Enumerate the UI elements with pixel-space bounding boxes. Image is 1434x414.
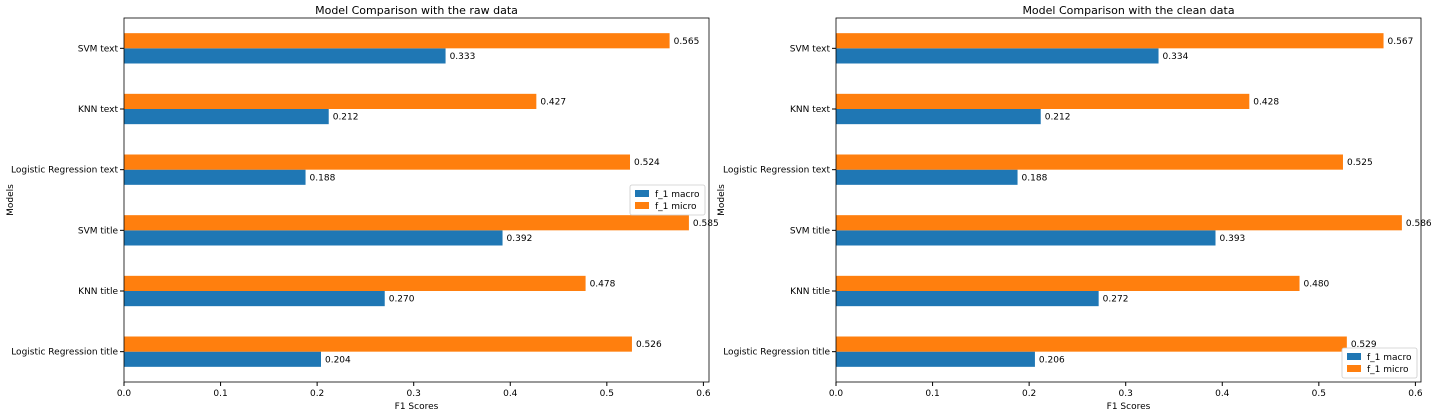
legend-label: f_1 macro — [655, 190, 700, 200]
chart-title: Model Comparison with the raw data — [315, 4, 518, 17]
data-label-micro-5: 0.567 — [1388, 37, 1414, 47]
x-tick-label: 0.1 — [213, 389, 227, 399]
bar-macro-1 — [836, 291, 1099, 307]
x-tick-label: 0.3 — [407, 389, 421, 399]
x-tick-label: 0.2 — [310, 389, 324, 399]
y-tick-label: SVM title — [790, 226, 831, 236]
bar-macro-0 — [836, 351, 1035, 367]
legend-swatch — [635, 190, 649, 197]
y-tick-label: KNN title — [78, 287, 118, 297]
bar-macro-5 — [124, 48, 446, 64]
bar-micro-0 — [836, 336, 1347, 352]
data-label-micro-0: 0.526 — [636, 340, 662, 350]
x-tick-label: 0.2 — [1022, 389, 1036, 399]
chart-panel-1: 0.204 0.526 Logistic Regression title 0.270… — [6, 4, 719, 412]
x-tick-label: 0.1 — [925, 389, 939, 399]
bar-macro-2 — [836, 230, 1216, 246]
bar-micro-2 — [836, 215, 1402, 231]
x-axis-label: F1 Scores — [395, 402, 439, 412]
data-label-macro-2: 0.392 — [507, 234, 533, 244]
bar-macro-4 — [124, 109, 329, 125]
bar-micro-1 — [836, 275, 1300, 291]
legend-label: f_1 macro — [1367, 353, 1412, 363]
bar-macro-2 — [124, 230, 503, 246]
legend-swatch — [635, 202, 649, 209]
y-axis-label: Models — [6, 184, 16, 216]
x-tick-label: 0.3 — [1119, 389, 1133, 399]
data-label-micro-3: 0.525 — [1347, 158, 1373, 168]
chart-panel-2: 0.206 0.529 Logistic Regression title 0.272… — [717, 4, 1432, 412]
x-tick-label: 0.6 — [696, 389, 711, 399]
axes-frame — [835, 17, 1422, 383]
bar-micro-4 — [836, 93, 1250, 109]
data-label-micro-0: 0.529 — [1351, 340, 1377, 350]
bar-micro-2 — [124, 215, 689, 231]
data-label-micro-5: 0.565 — [674, 37, 700, 47]
y-tick-label: Logistic Regression text — [723, 166, 830, 176]
bar-micro-4 — [124, 93, 537, 109]
data-label-micro-3: 0.524 — [634, 158, 660, 168]
bar-macro-4 — [836, 109, 1041, 125]
legend: f_1 macro f_1 micro — [1341, 347, 1418, 379]
x-tick-label: 0.6 — [1408, 389, 1423, 399]
data-label-macro-5: 0.333 — [450, 52, 476, 62]
y-tick-label: Logistic Regression title — [11, 348, 118, 358]
x-tick-label: 0.4 — [1215, 389, 1230, 399]
bar-micro-5 — [124, 33, 670, 49]
bar-micro-1 — [124, 275, 586, 291]
data-label-macro-3: 0.188 — [1022, 173, 1048, 183]
bar-macro-3 — [124, 169, 306, 185]
y-tick-label: KNN text — [78, 105, 118, 115]
bar-macro-5 — [836, 48, 1159, 64]
legend: f_1 macro f_1 micro — [629, 184, 706, 216]
data-label-micro-2: 0.585 — [693, 219, 719, 229]
y-tick-label: KNN title — [790, 287, 830, 297]
chart-title: Model Comparison with the clean data — [1022, 4, 1234, 17]
legend-swatch — [1347, 353, 1361, 360]
legend-label: f_1 micro — [655, 202, 697, 212]
data-label-macro-4: 0.212 — [333, 113, 359, 123]
y-tick-label: Logistic Regression text — [11, 166, 118, 176]
data-label-macro-2: 0.393 — [1220, 234, 1246, 244]
y-tick-label: SVM text — [78, 44, 119, 54]
y-tick-label: SVM text — [790, 44, 831, 54]
bar-macro-0 — [124, 351, 321, 367]
x-tick-label: 0.5 — [1312, 389, 1326, 399]
y-axis-label: Models — [717, 184, 727, 216]
data-label-macro-1: 0.272 — [1103, 295, 1129, 305]
data-label-micro-4: 0.428 — [1253, 97, 1279, 107]
bar-micro-5 — [836, 33, 1384, 49]
data-label-micro-1: 0.478 — [590, 279, 616, 289]
data-label-macro-0: 0.206 — [1039, 355, 1065, 365]
bar-micro-3 — [124, 154, 631, 170]
legend-swatch — [1347, 365, 1361, 372]
bar-micro-0 — [124, 336, 632, 352]
bar-macro-3 — [836, 169, 1018, 185]
data-label-macro-5: 0.334 — [1163, 52, 1189, 62]
y-tick-label: KNN text — [790, 105, 830, 115]
data-label-macro-0: 0.204 — [325, 355, 351, 365]
x-tick-label: 0.4 — [503, 389, 518, 399]
data-label-micro-2: 0.586 — [1406, 219, 1432, 229]
x-axis-label: F1 Scores — [1107, 402, 1151, 412]
data-label-macro-4: 0.212 — [1045, 113, 1071, 123]
x-tick-label: 0.0 — [117, 389, 132, 399]
data-label-macro-1: 0.270 — [389, 295, 415, 305]
x-tick-label: 0.5 — [600, 389, 614, 399]
x-tick-label: 0.0 — [829, 389, 844, 399]
axes-frame — [123, 17, 710, 383]
bar-micro-3 — [836, 154, 1343, 170]
bar-macro-1 — [124, 291, 385, 307]
y-tick-label: SVM title — [78, 226, 119, 236]
y-tick-label: Logistic Regression title — [723, 348, 830, 358]
data-label-micro-4: 0.427 — [540, 97, 566, 107]
data-label-macro-3: 0.188 — [310, 173, 336, 183]
data-label-micro-1: 0.480 — [1304, 279, 1330, 289]
legend-label: f_1 micro — [1367, 365, 1409, 375]
